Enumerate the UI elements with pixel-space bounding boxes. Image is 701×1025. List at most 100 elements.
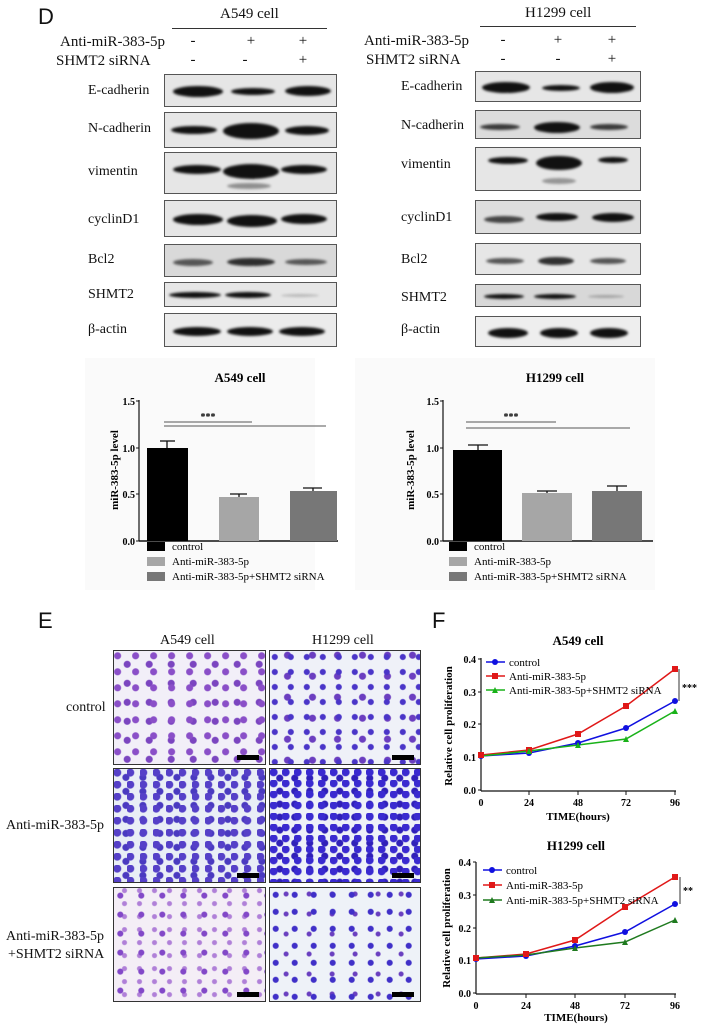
a549-blot-title: A549 cell (220, 6, 279, 22)
line-a549-legend-0: control (509, 657, 540, 669)
h1299-blot-vimentin (475, 147, 641, 191)
h1299-blot-ncadherin (475, 110, 641, 139)
panel-e-row-control: control (66, 700, 106, 715)
a549-label-ncadherin: N-cadherin (88, 121, 151, 136)
h1299-r1-c2: + (553, 32, 563, 48)
bar-a549-control (147, 448, 188, 541)
bar-a549-legend-2: Anti-miR-383-5p+SHMT2 siRNA (172, 571, 325, 583)
bar-h1299-ytick-2: 1.0 (427, 444, 440, 455)
line-h1299-ytick-3: 0.3 (459, 891, 472, 902)
bar-a549-ytick-0: 0.0 (123, 537, 136, 548)
a549-row1-label: Anti-miR-383-5p (60, 34, 165, 50)
a549-r1-c3: + (298, 33, 308, 49)
a549-r2-c1: - (190, 52, 196, 68)
line-chart-a549: A549 cell Relative cell proliferation 0.… (443, 633, 697, 823)
line-a549-legend-1: Anti-miR-383-5p (509, 671, 586, 683)
a549-label-vimentin: vimentin (88, 164, 138, 179)
line-h1299-xlabel: TIME(hours) (544, 1012, 608, 1024)
micrograph-a549-anti-sirna (113, 887, 266, 1002)
h1299-label-shmt2: SHMT2 (401, 290, 447, 305)
bar-h1299-control (453, 450, 502, 541)
line-h1299-title: H1299 cell (547, 838, 606, 853)
panel-d-label: D (38, 4, 54, 29)
bar-a549-legend-0: control (172, 541, 203, 553)
line-a549-xtick-2: 48 (573, 798, 583, 809)
micrograph-h1299-control (269, 650, 421, 765)
bar-a549-ytick-2: 1.0 (123, 444, 136, 455)
a549-blot-shmt2 (164, 282, 337, 307)
line-a549-sig: *** (682, 683, 697, 694)
panel-e-row-anti: Anti-miR-383-5p (6, 818, 104, 833)
panel-e-row-anti-sirna-1: Anti-miR-383-5p (6, 929, 104, 944)
h1299-r1-c1: - (500, 32, 506, 48)
panel-e-col-a549: A549 cell (160, 633, 215, 648)
a549-blot-cyclind1 (164, 200, 337, 237)
line-chart-h1299: H1299 cell Relative cell proliferation 0… (441, 838, 693, 1024)
h1299-blot-ecadherin (475, 71, 641, 102)
bar-a549-ytick-1: 0.5 (123, 490, 136, 501)
a549-r2-c3: + (298, 52, 308, 68)
h1299-blot-cyclind1 (475, 200, 641, 234)
bar-h1299-anti-sirna (592, 491, 642, 541)
h1299-blot-title: H1299 cell (525, 5, 592, 21)
bar-h1299-title: H1299 cell (526, 370, 585, 385)
h1299-label-bcl2: Bcl2 (401, 252, 428, 267)
h1299-label-ncadherin: N-cadherin (401, 118, 464, 133)
panel-e-row-anti-sirna-2: +SHMT2 siRNA (8, 947, 105, 962)
line-a549-ylabel: Relative cell proliferation (443, 666, 455, 786)
bar-a549-sig: *** (201, 412, 216, 423)
h1299-label-cyclind1: cyclinD1 (401, 210, 453, 225)
a549-blot-ecadherin (164, 74, 337, 107)
line-h1299-sig: ** (683, 886, 693, 897)
line-h1299-legend-0: control (506, 865, 537, 877)
bar-h1299-ytick-1: 0.5 (427, 490, 440, 501)
bar-chart-h1299: H1299 cell miR-383-5p level 0.0 0.5 1.0 … (355, 358, 655, 590)
a549-row2-label: SHMT2 siRNA (56, 53, 151, 69)
h1299-r2-c3: + (607, 51, 617, 67)
bar-a549-title: A549 cell (215, 370, 266, 385)
h1299-r1-c3: + (607, 32, 617, 48)
line-h1299-xtick-4: 96 (670, 1001, 680, 1012)
line-a549-xtick-4: 96 (670, 798, 680, 809)
h1299-label-ecadherin: E-cadherin (401, 79, 463, 94)
h1299-blot-bactin (475, 316, 641, 347)
line-h1299-legend-2: Anti-miR-383-5p+SHMT2 siRNA (506, 895, 659, 907)
micrograph-h1299-anti (269, 768, 421, 883)
a549-blot-bcl2 (164, 244, 337, 277)
h1299-row2-label: SHMT2 siRNA (366, 52, 461, 68)
line-h1299-ytick-1: 0.1 (459, 956, 472, 967)
micrograph-h1299-anti-sirna (269, 887, 421, 1002)
line-a549-title: A549 cell (553, 633, 604, 648)
line-h1299-legend-1: Anti-miR-383-5p (506, 880, 583, 892)
a549-blot-vimentin (164, 152, 337, 194)
line-h1299-ylabel: Relative cell proliferation (441, 868, 453, 988)
line-a549-xlabel: TIME(hours) (546, 811, 610, 823)
bar-a549-legend-1: Anti-miR-383-5p (172, 556, 249, 568)
a549-r2-c2: - (242, 52, 248, 68)
line-a549-xtick-3: 72 (621, 798, 631, 809)
line-a549-ytick-4: 0.4 (464, 655, 477, 666)
bar-a549-ylabel: miR-383-5p level (109, 430, 121, 510)
line-h1299-xtick-2: 48 (570, 1001, 580, 1012)
line-a549-legend-2: Anti-miR-383-5p+SHMT2 siRNA (509, 685, 662, 697)
line-a549-xtick-0: 0 (479, 798, 484, 809)
micrograph-a549-anti (113, 768, 266, 883)
line-h1299-xtick-3: 72 (620, 1001, 630, 1012)
a549-label-ecadherin: E-cadherin (88, 83, 150, 98)
line-h1299-xtick-0: 0 (474, 1001, 479, 1012)
bar-h1299-legend-0: control (474, 541, 505, 553)
line-a549-ytick-1: 0.1 (464, 753, 477, 764)
bar-h1299-ylabel: miR-383-5p level (405, 430, 417, 510)
h1299-label-bactin: β-actin (401, 322, 440, 337)
panel-e-col-h1299: H1299 cell (312, 633, 374, 648)
panel-f-label: F (432, 608, 446, 633)
line-h1299-ytick-0: 0.0 (459, 989, 472, 1000)
micrograph-a549-control (113, 650, 266, 765)
line-a549-ytick-2: 0.2 (464, 720, 477, 731)
line-h1299-xtick-1: 24 (521, 1001, 531, 1012)
bar-a549-anti-sirna (290, 491, 337, 541)
bar-a549-ytick-3: 1.5 (123, 397, 136, 408)
a549-label-shmt2: SHMT2 (88, 287, 134, 302)
h1299-r2-c2: - (555, 51, 561, 67)
a549-blot-bactin (164, 313, 337, 347)
